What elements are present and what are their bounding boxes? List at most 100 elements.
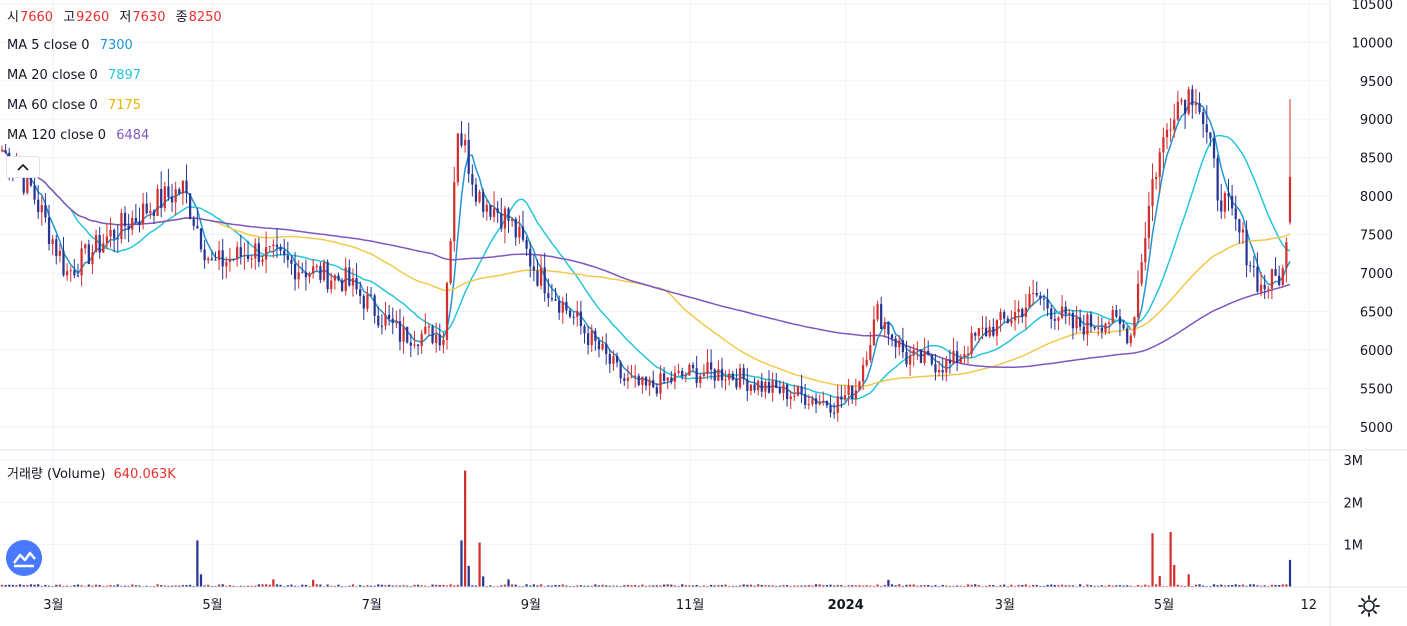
volume-bar xyxy=(467,565,470,587)
candle-body xyxy=(1064,306,1067,315)
volume-bar xyxy=(123,585,127,587)
candle-body xyxy=(814,398,818,405)
volume-bar xyxy=(963,585,966,587)
volume-bar xyxy=(1071,585,1075,587)
volume-bar xyxy=(550,585,554,587)
volume-bar xyxy=(47,585,51,587)
chevron-up-icon xyxy=(17,163,29,171)
candle-body xyxy=(1245,229,1248,266)
volume-bar xyxy=(333,585,336,587)
volume-bar xyxy=(818,584,821,587)
price-tick-label: 9500 xyxy=(1360,75,1393,90)
ma120-legend[interactable]: MA 120 close 0 6484 xyxy=(7,127,149,145)
volume-bar xyxy=(1144,584,1147,587)
candle-body xyxy=(1082,326,1085,335)
candle-body xyxy=(250,258,253,260)
candle-body xyxy=(861,365,865,382)
volume-bar xyxy=(279,584,282,587)
volume-bar xyxy=(413,584,416,587)
candle-body xyxy=(601,343,604,350)
candle-body xyxy=(1220,200,1223,212)
volume-bar xyxy=(1220,584,1223,587)
candle-body xyxy=(558,300,561,313)
volume-bar xyxy=(44,584,47,587)
volume-bar xyxy=(246,585,250,587)
volume-bar xyxy=(912,584,915,587)
candle-body xyxy=(1158,152,1161,177)
candle-body xyxy=(0,150,4,152)
volume-bar xyxy=(1198,584,1201,587)
volume-bar xyxy=(261,584,264,587)
volume-bar xyxy=(861,585,865,587)
candle-body xyxy=(731,373,734,380)
candle-body xyxy=(1147,205,1151,239)
moving-average-lines xyxy=(1,101,1291,408)
volume-bar xyxy=(445,585,449,587)
candle-body xyxy=(854,390,857,400)
candle-body xyxy=(344,267,347,291)
volume-bar xyxy=(880,585,883,587)
candle-body xyxy=(742,368,745,380)
ma20-legend[interactable]: MA 20 close 0 7897 xyxy=(7,67,141,85)
candle-body xyxy=(1241,229,1245,233)
candle-body xyxy=(355,278,358,290)
volume-bar xyxy=(782,585,785,587)
candle-body xyxy=(966,353,970,355)
collapse-legend-button[interactable] xyxy=(6,156,40,178)
volume-bar xyxy=(91,585,94,587)
candle-body xyxy=(1162,137,1165,153)
candle-body xyxy=(149,210,152,214)
volume-bar xyxy=(724,584,727,587)
ma60-legend[interactable]: MA 60 close 0 7175 xyxy=(7,97,141,115)
gear-icon[interactable] xyxy=(1357,594,1381,618)
volume-bar xyxy=(872,585,876,587)
volume-bar xyxy=(901,585,904,587)
candle-body xyxy=(1278,275,1281,285)
candle-body xyxy=(796,386,800,396)
high-key: 고 xyxy=(63,10,76,25)
candle-body xyxy=(1118,316,1122,325)
candle-body xyxy=(1256,266,1259,292)
volume-bar xyxy=(612,585,615,587)
candle-body xyxy=(579,311,582,327)
volume-bar xyxy=(937,585,941,587)
low-value: 7630 xyxy=(132,10,166,25)
candle-body xyxy=(521,226,525,240)
candle-body xyxy=(275,244,279,248)
volume-bar xyxy=(1032,584,1035,587)
volume-bar xyxy=(453,585,456,587)
candle-body xyxy=(1071,312,1075,329)
volume-legend[interactable]: 거래량 (Volume) 640.063K xyxy=(7,463,176,482)
volume-bar xyxy=(1230,585,1234,587)
volume-bar xyxy=(941,584,944,587)
volume-bar xyxy=(840,585,843,587)
candle-body xyxy=(91,252,94,265)
candle-body xyxy=(619,362,622,379)
volume-bar xyxy=(1115,585,1118,587)
candle-body xyxy=(507,208,510,221)
high-value: 9260 xyxy=(76,10,110,25)
candle-body xyxy=(380,325,384,327)
candle-body xyxy=(1017,308,1020,313)
candle-body xyxy=(1183,100,1187,114)
volume-bar xyxy=(793,585,796,587)
volume-bar xyxy=(138,585,141,587)
candle-body xyxy=(514,218,517,238)
candle-body xyxy=(597,340,601,350)
price-tick-label: 6500 xyxy=(1360,306,1393,321)
volume-bar xyxy=(959,585,962,587)
volume-bar xyxy=(1278,585,1281,587)
candle-body xyxy=(492,208,496,217)
volume-bar xyxy=(1057,585,1060,587)
candle-body xyxy=(887,322,890,335)
candle-body xyxy=(898,340,901,348)
candle-body xyxy=(974,332,977,336)
ma5-legend[interactable]: MA 5 close 0 7300 xyxy=(7,37,133,55)
candle-body xyxy=(102,243,105,253)
candle-body xyxy=(189,193,192,220)
volume-bar xyxy=(677,585,680,587)
volume-bar xyxy=(641,584,644,587)
candle-body xyxy=(319,266,322,280)
tradingview-logo-icon[interactable] xyxy=(6,540,42,576)
